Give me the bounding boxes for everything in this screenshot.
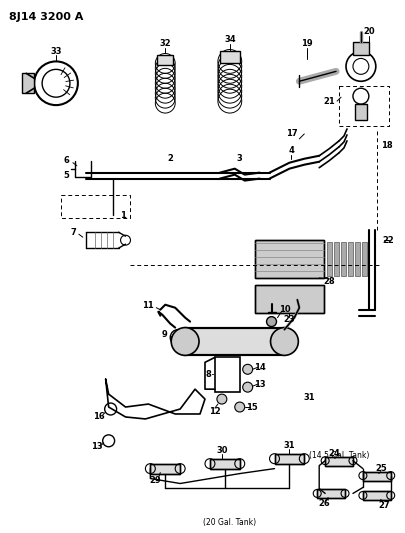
Bar: [324, 457, 352, 466]
Text: 6: 6: [63, 156, 69, 165]
Bar: [214, 357, 239, 392]
Bar: [354, 242, 359, 276]
Bar: [352, 42, 368, 55]
Bar: [254, 285, 323, 313]
Text: 5: 5: [63, 171, 69, 180]
Bar: [254, 285, 323, 313]
Circle shape: [242, 382, 252, 392]
Circle shape: [266, 317, 276, 327]
Text: 8: 8: [205, 370, 210, 379]
Circle shape: [242, 365, 252, 374]
Bar: [274, 454, 304, 464]
Bar: [220, 52, 239, 63]
Text: 17: 17: [285, 130, 296, 139]
Text: 21: 21: [322, 96, 334, 106]
Text: 34: 34: [224, 35, 235, 44]
Bar: [333, 242, 338, 276]
Text: 7: 7: [70, 228, 76, 237]
Text: 27: 27: [377, 501, 389, 510]
Bar: [361, 242, 366, 276]
Bar: [347, 242, 352, 276]
Bar: [362, 472, 390, 481]
Text: 10: 10: [278, 305, 290, 314]
Text: 8J14 3200 A: 8J14 3200 A: [9, 12, 83, 22]
Text: 11: 11: [142, 301, 154, 310]
Bar: [354, 104, 366, 120]
Bar: [326, 242, 331, 276]
Bar: [340, 242, 345, 276]
Text: 18: 18: [380, 141, 392, 150]
Text: 31: 31: [283, 441, 294, 450]
Bar: [274, 454, 304, 464]
Text: 25: 25: [374, 464, 386, 473]
Bar: [362, 491, 390, 500]
Text: 23: 23: [283, 315, 294, 324]
Circle shape: [174, 334, 182, 342]
Text: 13: 13: [91, 442, 102, 451]
Bar: [254, 240, 323, 278]
Text: (14.5 Gal. Tank): (14.5 Gal. Tank): [308, 451, 368, 460]
Text: 4: 4: [288, 146, 294, 155]
Text: 2: 2: [167, 154, 173, 163]
Bar: [157, 55, 173, 66]
Bar: [254, 240, 323, 278]
Text: 22: 22: [382, 236, 394, 245]
Bar: [316, 489, 344, 498]
Text: 20: 20: [362, 27, 374, 36]
Text: 33: 33: [50, 47, 62, 56]
Bar: [185, 328, 284, 356]
Text: (20 Gal. Tank): (20 Gal. Tank): [203, 518, 256, 527]
Circle shape: [216, 394, 226, 404]
Bar: [209, 459, 239, 469]
Text: 32: 32: [159, 39, 171, 48]
Bar: [150, 464, 180, 474]
Text: 3: 3: [236, 154, 242, 163]
Text: 14: 14: [253, 363, 265, 372]
Bar: [22, 74, 34, 93]
Text: 28: 28: [322, 277, 334, 286]
Text: 30: 30: [215, 446, 227, 455]
Text: 16: 16: [93, 413, 104, 422]
Bar: [362, 491, 390, 500]
Text: 24: 24: [327, 449, 339, 458]
Text: 1: 1: [119, 211, 125, 220]
Bar: [316, 489, 344, 498]
Text: 12: 12: [209, 407, 220, 416]
Text: 15: 15: [245, 402, 257, 411]
Circle shape: [171, 328, 198, 356]
Text: 19: 19: [301, 39, 312, 48]
Text: 13: 13: [253, 379, 265, 389]
Bar: [209, 459, 239, 469]
Bar: [185, 328, 284, 356]
Text: 26: 26: [318, 499, 329, 508]
Text: 29: 29: [149, 476, 161, 485]
Bar: [324, 457, 352, 466]
Text: 31: 31: [303, 393, 314, 401]
Bar: [150, 464, 180, 474]
Text: 9: 9: [161, 330, 167, 339]
Circle shape: [270, 328, 298, 356]
Circle shape: [234, 402, 244, 412]
Bar: [362, 472, 390, 481]
